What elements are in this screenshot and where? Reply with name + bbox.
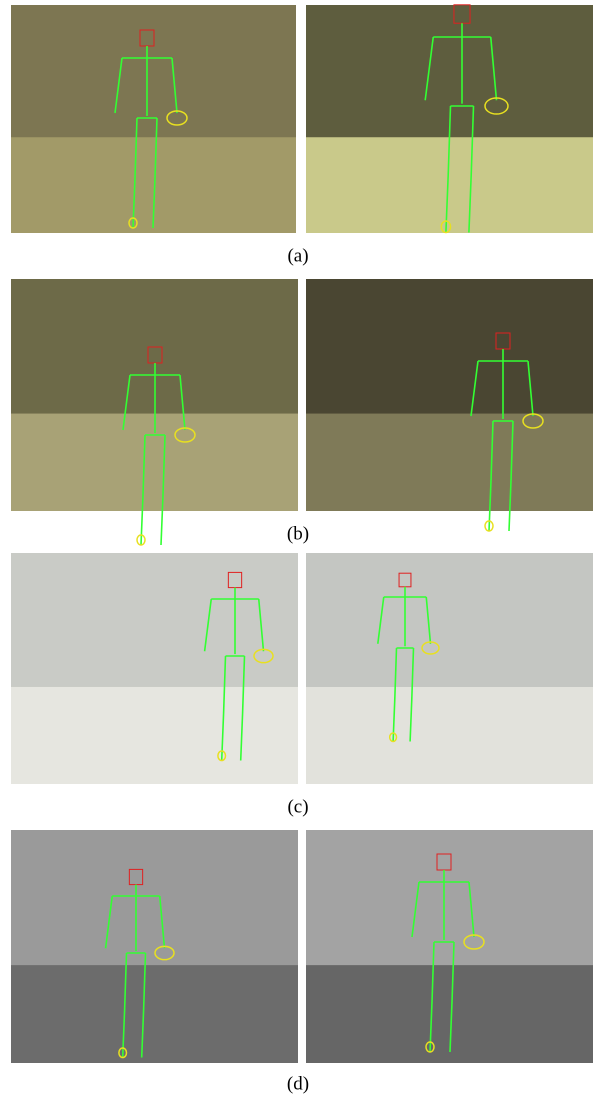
photo	[306, 5, 593, 233]
photo-floor	[306, 414, 593, 511]
photo-floor	[306, 687, 593, 784]
photo	[306, 553, 593, 784]
panel-caption: (c)	[287, 796, 308, 817]
photo	[11, 5, 296, 233]
figure: (a) (b) (c) (d)	[0, 0, 597, 1099]
photo	[11, 279, 298, 545]
photo	[11, 553, 298, 784]
photo	[11, 830, 298, 1063]
photo-floor	[11, 965, 298, 1063]
panel-caption: (b)	[287, 523, 309, 544]
panel-caption: (d)	[287, 1073, 309, 1094]
photo	[306, 279, 593, 531]
photo-floor	[11, 687, 298, 784]
page: (a)(b)(c)(d) (() => { const data = JSON.…	[0, 0, 597, 1099]
panel-caption: (a)	[287, 245, 308, 266]
photo	[306, 830, 593, 1063]
